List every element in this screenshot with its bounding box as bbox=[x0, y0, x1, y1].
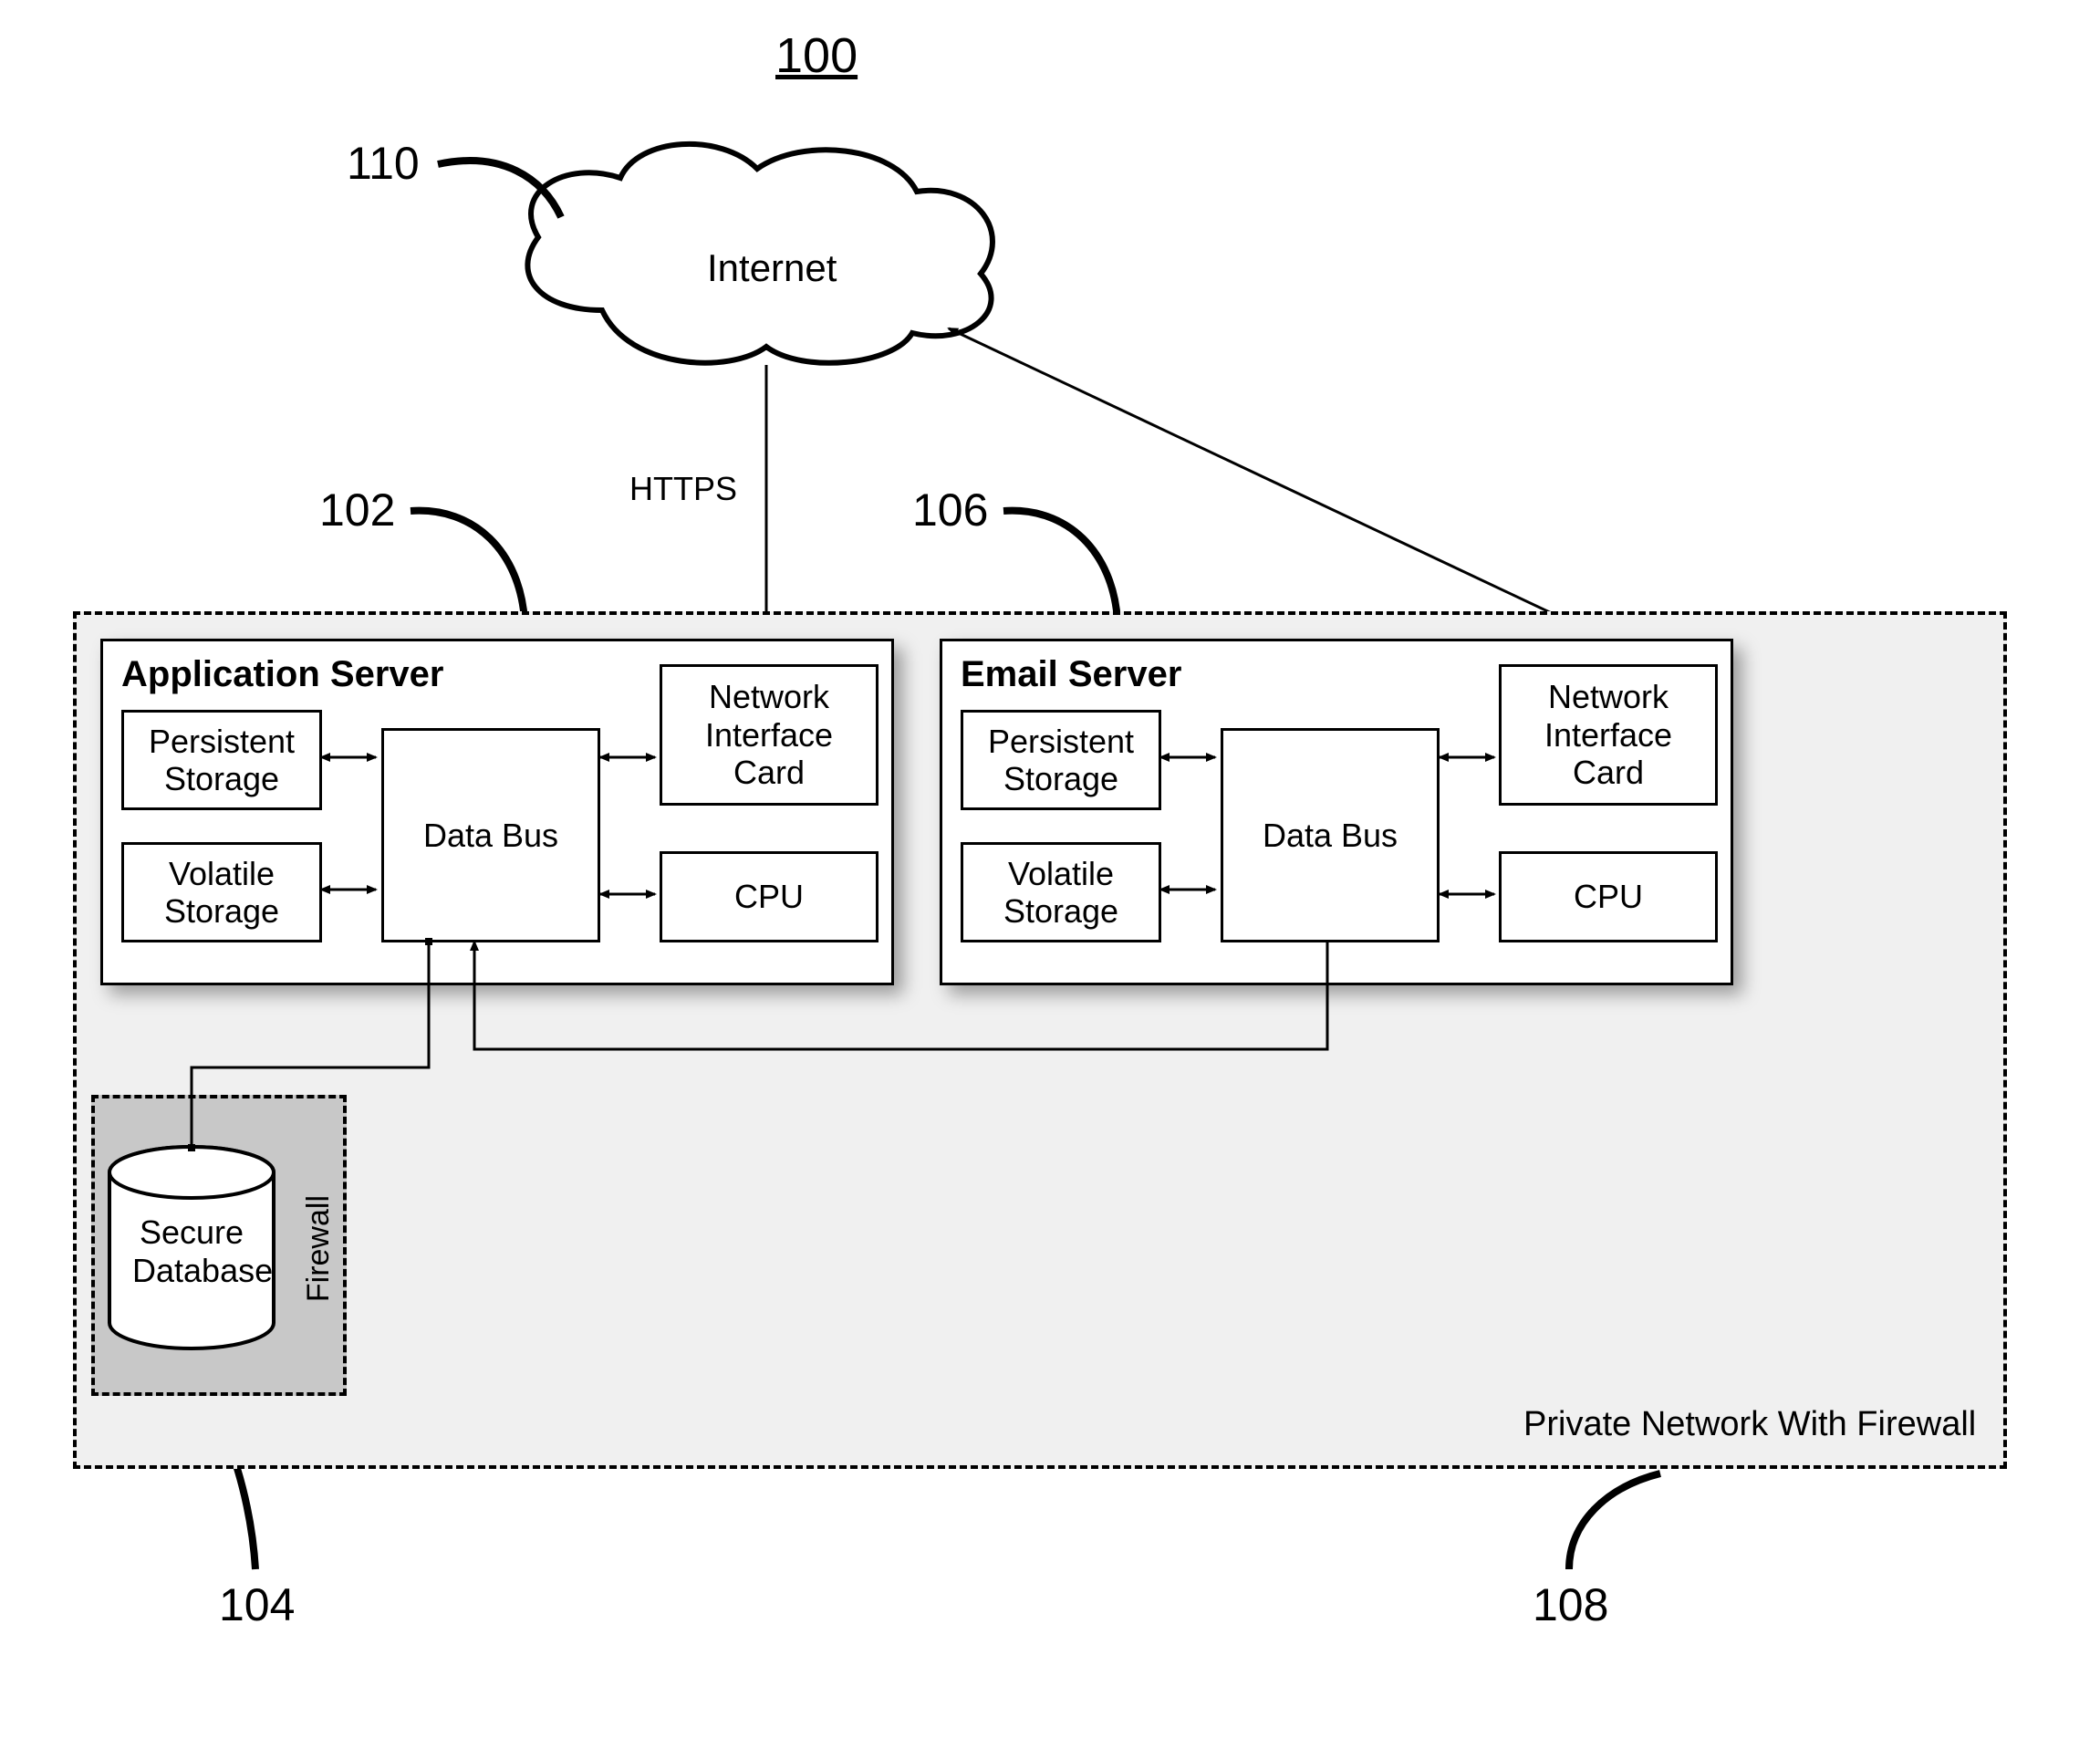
ref-108: 108 bbox=[1533, 1578, 1608, 1631]
ref-104: 104 bbox=[219, 1578, 295, 1631]
firewall-label: Firewall bbox=[301, 1195, 337, 1302]
email-volatile-storage: Volatile Storage bbox=[961, 842, 1161, 942]
app-data-bus: Data Bus bbox=[381, 728, 600, 942]
email-nic: Network Interface Card bbox=[1499, 664, 1718, 806]
email-server-title: Email Server bbox=[961, 654, 1181, 695]
app-server-title: Application Server bbox=[121, 654, 443, 695]
app-volatile-storage: Volatile Storage bbox=[121, 842, 322, 942]
app-cpu: CPU bbox=[660, 851, 878, 942]
email-cpu: CPU bbox=[1499, 851, 1718, 942]
ref-110: 110 bbox=[347, 137, 420, 190]
ref-106: 106 bbox=[912, 484, 988, 536]
app-persistent-storage: Persistent Storage bbox=[121, 710, 322, 810]
database-label: Secure Database bbox=[132, 1213, 251, 1290]
ref-102: 102 bbox=[319, 484, 395, 536]
email-data-bus: Data Bus bbox=[1221, 728, 1440, 942]
diagram-canvas: 100 Internet bbox=[0, 0, 2100, 1749]
https-label: HTTPS bbox=[629, 470, 737, 508]
app-nic: Network Interface Card bbox=[660, 664, 878, 806]
email-persistent-storage: Persistent Storage bbox=[961, 710, 1161, 810]
private-network-label: Private Network With Firewall bbox=[1523, 1405, 1976, 1444]
figure-number: 100 bbox=[775, 27, 858, 84]
email-server: Email Server Persistent Storage Volatile… bbox=[940, 639, 1733, 985]
application-server: Application Server Persistent Storage Vo… bbox=[100, 639, 894, 985]
internet-label: Internet bbox=[707, 246, 837, 290]
